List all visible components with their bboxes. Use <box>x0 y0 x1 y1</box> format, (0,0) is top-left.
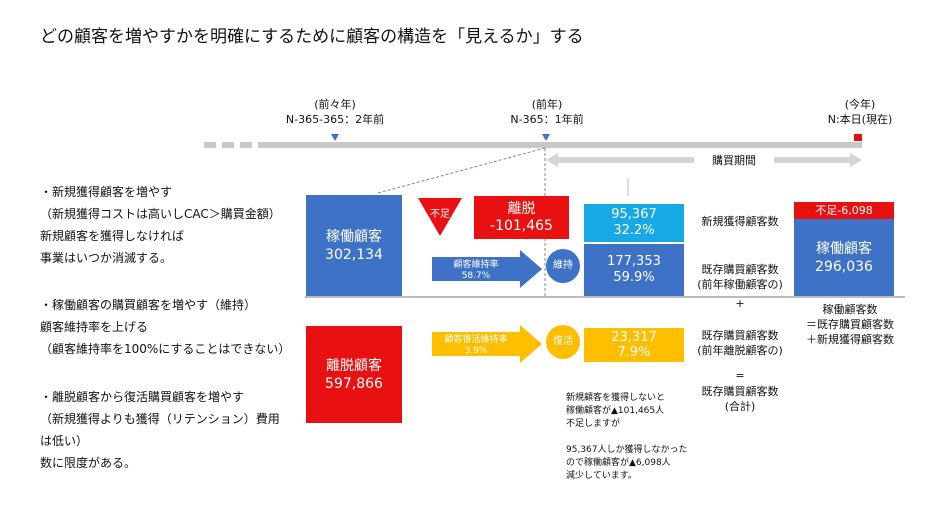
note-line: 顧客維持率を上げる <box>40 320 149 334</box>
formula-line: ＋新規獲得顧客数 <box>806 333 894 346</box>
timeline-last-year-sub: N-365：1年前 <box>510 113 584 126</box>
note-line: （新規獲得コストは高いしCAC＞購買金額） <box>40 207 281 221</box>
churned-customers-value: 597,866 <box>325 375 383 392</box>
churn-label: 離脱 <box>507 200 536 217</box>
existing-total-label: 既存購買顧客数 (合計) <box>690 384 790 414</box>
shortfall-triangle <box>418 198 462 236</box>
formula: 稼働顧客数 ＝既存購買顧客数 ＋新規獲得顧客数 <box>800 302 900 347</box>
timeline-last-year-label: (前年) <box>531 98 563 111</box>
timeline-two-years-ago-label: (前々年) <box>314 98 356 111</box>
purchase-period-label: 購買期間 <box>694 153 774 168</box>
new-customers-box: 95,367 32.2% <box>584 204 684 242</box>
note-line: は低い） <box>40 434 89 448</box>
retained-customers-value: 177,353 <box>607 254 661 269</box>
retained-customers-box: 177,353 59.9% <box>584 244 684 296</box>
equals-sign: = <box>735 369 745 382</box>
revival-arrow-text: 顧客復活維持率 3.9% <box>434 335 518 357</box>
note-line: 数に限度がある。 <box>40 456 137 470</box>
timeline-dash <box>204 142 216 148</box>
existing-active-label: 既存購買顧客数 (前年稼働顧客の) <box>690 262 790 292</box>
revived-customers-value: 23,317 <box>611 330 657 345</box>
active-customers-now-label: 稼働顧客 <box>816 240 872 257</box>
formula-line: 稼働顧客数 <box>822 303 878 316</box>
timeline-this-year-sub: N:本日(現在) <box>827 113 893 126</box>
note-line: （新規獲得よりも獲得（リテンション）費用 <box>40 412 280 426</box>
churned-customers-box: 離脱顧客 597,866 <box>306 326 402 423</box>
churned-customers-label: 離脱顧客 <box>326 357 382 374</box>
note-line: （顧客維持率を100%にすることはできない） <box>40 342 291 356</box>
churn-box: 離脱 -101,465 <box>474 196 569 239</box>
note-shortfall-line: 稼働顧客が▲101,465人 <box>566 406 665 416</box>
active-customers-now-box: 稼働顧客 296,036 <box>794 219 894 296</box>
timeline-two-years-ago-sub: N-365-365：2年前 <box>285 113 385 126</box>
existing-churned-line: 既存購買顧客数 <box>701 329 779 342</box>
note-shortfall-line: 減少しています。 <box>566 471 637 481</box>
note-line: ・新規獲得顧客を増やす <box>40 185 173 199</box>
retained-customers-pct: 59.9% <box>613 270 655 285</box>
current-shortfall-box: 不足-6,098 <box>794 202 894 219</box>
note-shortfall: 新規顧客を獲得しないと 稼働顧客が▲101,465人 不足しますが 95,367… <box>566 392 688 483</box>
active-customers-prev-label: 稼働顧客 <box>326 228 382 245</box>
active-customers-now-value: 296,036 <box>815 258 873 275</box>
new-customers-pct: 32.2% <box>613 223 655 238</box>
revival-arrow <box>432 325 542 363</box>
note-line: 新規顧客を獲得しなければ <box>40 229 185 243</box>
new-count-label: 新規獲得顧客数 <box>701 215 779 228</box>
page-title: どの顧客を増やすかを明確にするために顧客の構造を「見えるか」する <box>40 27 584 47</box>
active-customers-prev-value: 302,134 <box>325 246 383 263</box>
retention-arrow-value: 58.7% <box>461 271 491 281</box>
note-shortfall-line: ので稼働顧客が▲6,098人 <box>566 458 671 468</box>
note-line: 事業はいつか消滅する。 <box>40 251 173 265</box>
revival-circle: 復活 <box>546 325 580 359</box>
note-line: ・離脱顧客から復活購買顧客を増やす <box>40 390 245 404</box>
timeline-this-year-label: (今年) <box>844 98 876 111</box>
timeline-this-year: (今年) N:本日(現在) <box>810 97 910 127</box>
note-shortfall-line: 新規顧客を獲得しないと <box>566 393 666 403</box>
existing-churned-label: 既存購買顧客数 (前年離脱顧客の) <box>690 328 790 358</box>
existing-total-line: 既存購買顧客数 <box>701 385 779 398</box>
note-shortfall-line: 不足しますが <box>566 419 621 429</box>
note-line: ・稼働顧客の購買顧客を増やす（維持） <box>40 298 257 312</box>
timeline-marker-last-year <box>542 134 550 141</box>
retention-arrow <box>432 250 542 288</box>
note-revival: ・離脱顧客から復活購買顧客を増やす （新規獲得よりも獲得（リテンション）費用 は… <box>40 386 280 474</box>
timeline-two-years-ago: (前々年) N-365-365：2年前 <box>285 97 385 127</box>
existing-active-line: 既存購買顧客数 <box>701 263 779 276</box>
retention-circle: 維持 <box>546 249 580 283</box>
revived-customers-box: 23,317 7.9% <box>584 328 684 362</box>
existing-churned-line: (前年離脱顧客の) <box>697 344 783 357</box>
timeline-last-year: (前年) N-365：1年前 <box>497 97 597 127</box>
revival-arrow-label: 顧客復活維持率 <box>444 335 508 345</box>
churn-value: -101,465 <box>490 217 553 234</box>
revived-customers-pct: 7.9% <box>617 345 651 360</box>
shortfall-label: 不足 <box>430 209 450 220</box>
existing-total-line: (合計) <box>724 400 756 413</box>
note-shortfall-line: 95,367人しか獲得しなかった <box>566 445 688 455</box>
note-retention: ・稼働顧客の購買顧客を増やす（維持） 顧客維持率を上げる （顧客維持率を100%… <box>40 294 290 360</box>
new-customers-value: 95,367 <box>611 207 657 222</box>
timeline-dash <box>222 142 234 148</box>
note-new-customers: ・新規獲得顧客を増やす （新規獲得コストは高いしCAC＞購買金額） 新規顧客を獲… <box>40 181 281 269</box>
plus-sign: + <box>735 297 745 310</box>
retention-arrow-label: 顧客維持率 <box>453 260 499 270</box>
revival-arrow-value: 3.9% <box>464 346 488 356</box>
timeline-marker-two-years-ago <box>331 134 339 141</box>
timeline-marker-today <box>854 134 862 141</box>
timeline-bar <box>258 142 862 148</box>
existing-active-line: (前年稼働顧客の) <box>697 278 783 291</box>
timeline-dash <box>240 142 252 148</box>
active-customers-prev-box: 稼働顧客 302,134 <box>306 195 402 296</box>
retention-arrow-text: 顧客維持率 58.7% <box>436 260 516 282</box>
formula-line: ＝既存購買顧客数 <box>806 318 894 331</box>
